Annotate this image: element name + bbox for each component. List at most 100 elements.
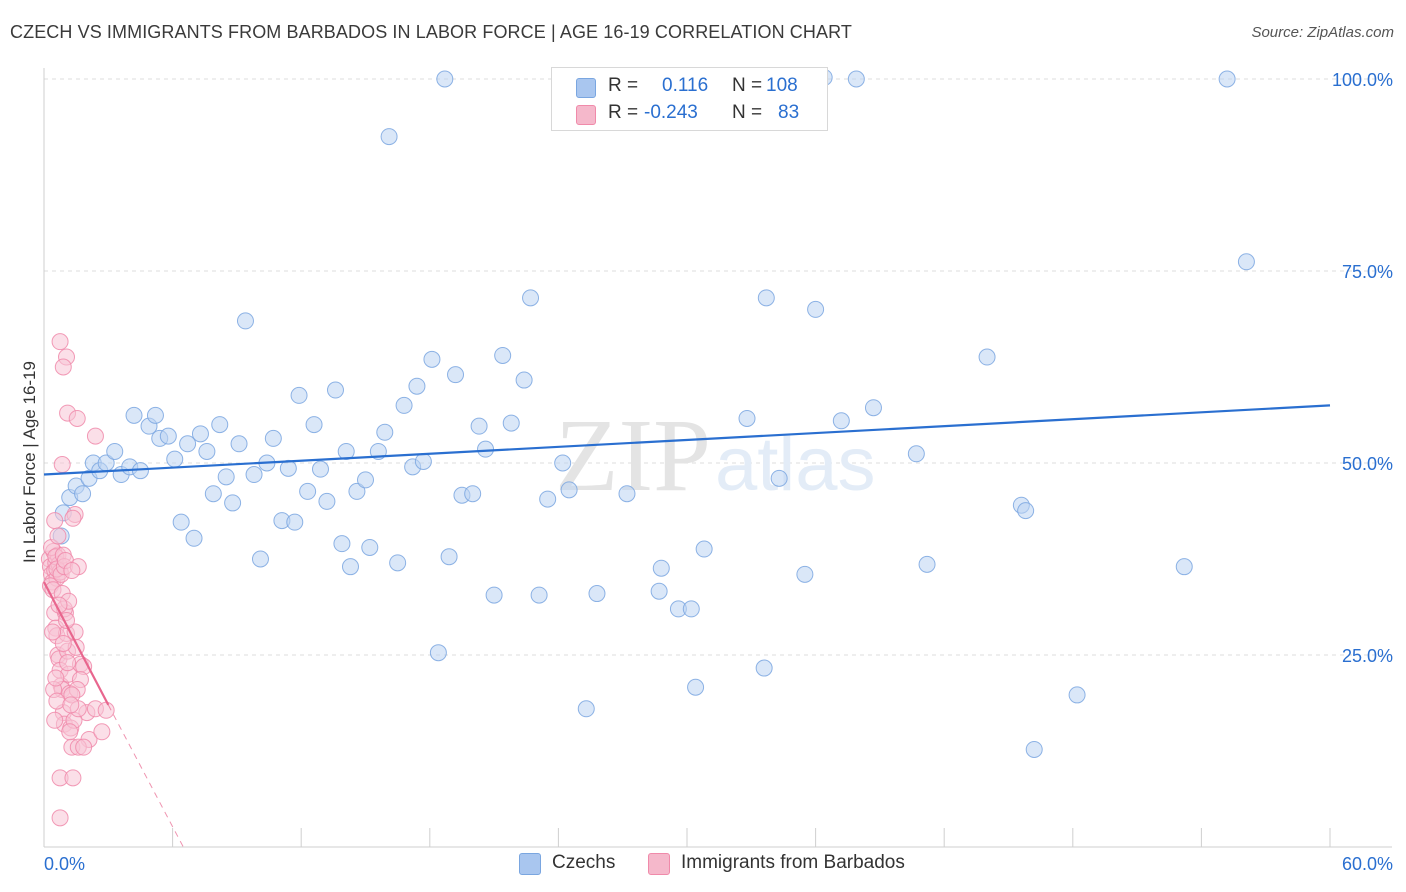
- point-czechs: [106, 442, 124, 460]
- point-czechs: [211, 416, 229, 434]
- point-czechs: [380, 128, 398, 146]
- point-czechs: [1218, 70, 1236, 88]
- point-czechs: [318, 492, 336, 510]
- point-czechs: [217, 468, 235, 486]
- point-czechs: [191, 425, 209, 443]
- point-barbados: [51, 809, 69, 827]
- point-czechs: [166, 450, 184, 468]
- point-barbados: [47, 669, 65, 687]
- point-czechs: [1017, 502, 1035, 520]
- point-czechs: [687, 678, 705, 696]
- data-points: [40, 68, 1255, 827]
- y-axis-label: In Labor Force | Age 16-19: [20, 361, 39, 563]
- x-tick-label: 0.0%: [44, 854, 85, 874]
- source-label: Source: ZipAtlas.com: [1251, 24, 1394, 41]
- point-czechs: [198, 442, 216, 460]
- point-czechs: [357, 471, 374, 489]
- chart-title: CZECH VS IMMIGRANTS FROM BARBADOS IN LAB…: [10, 22, 852, 42]
- point-czechs: [1068, 686, 1086, 704]
- point-barbados: [64, 769, 82, 787]
- point-barbados: [86, 427, 104, 445]
- point-czechs: [470, 417, 488, 435]
- point-czechs: [738, 409, 756, 427]
- point-czechs: [185, 529, 203, 547]
- point-czechs: [408, 377, 426, 395]
- point-czechs: [341, 558, 359, 576]
- point-czechs: [348, 482, 366, 500]
- point-barbados: [97, 701, 115, 719]
- point-czechs: [423, 350, 441, 368]
- y-tick-label: 100.0%: [1332, 70, 1393, 90]
- legend-swatch-czechs: [576, 78, 596, 98]
- point-czechs: [264, 429, 282, 447]
- y-tick-label: 75.0%: [1342, 262, 1393, 282]
- trend-line-barbados: [43, 581, 110, 706]
- point-czechs: [554, 454, 572, 472]
- point-czechs: [311, 460, 329, 478]
- point-czechs: [299, 482, 317, 500]
- point-czechs: [502, 414, 520, 432]
- point-czechs: [337, 442, 355, 460]
- point-czechs: [530, 586, 548, 604]
- point-czechs: [245, 466, 263, 484]
- point-czechs: [832, 412, 850, 430]
- point-barbados: [59, 654, 77, 672]
- point-czechs: [539, 490, 557, 508]
- point-czechs: [361, 538, 379, 556]
- point-barbados: [75, 738, 93, 756]
- point-czechs: [376, 423, 394, 441]
- point-czechs: [286, 513, 304, 531]
- point-czechs: [515, 371, 533, 389]
- point-barbados: [61, 723, 79, 741]
- trend-line-barbados-extension: [107, 704, 184, 848]
- legend-swatch-czechs: [519, 853, 541, 875]
- point-czechs: [447, 366, 465, 384]
- point-czechs: [652, 559, 670, 577]
- legend-r-value: -0.243: [644, 102, 698, 123]
- point-czechs: [907, 445, 925, 463]
- point-barbados: [54, 358, 72, 376]
- point-czechs: [770, 469, 788, 487]
- legend-swatch-barbados: [648, 853, 670, 875]
- point-barbados: [63, 562, 81, 580]
- point-barbados: [44, 623, 62, 641]
- point-czechs: [847, 70, 865, 88]
- point-barbados: [49, 527, 67, 545]
- point-barbados: [93, 723, 111, 741]
- point-czechs: [204, 485, 222, 503]
- y-tick-label: 25.0%: [1342, 646, 1393, 666]
- y-tick-label: 50.0%: [1342, 454, 1393, 474]
- point-czechs: [864, 399, 882, 417]
- legend-swatch-barbados: [576, 105, 596, 125]
- point-czechs: [494, 346, 512, 364]
- legend-label-barbados: Immigrants from Barbados: [681, 852, 905, 873]
- axes: [43, 68, 1392, 848]
- legend-r-value: 0.116: [662, 75, 709, 96]
- point-czechs: [326, 381, 344, 399]
- point-czechs: [230, 435, 248, 453]
- x-tick-label: 60.0%: [1342, 854, 1393, 874]
- point-czechs: [179, 435, 197, 453]
- point-czechs: [807, 300, 825, 318]
- point-czechs: [588, 585, 606, 603]
- point-czechs: [429, 644, 447, 662]
- point-barbados: [46, 711, 64, 729]
- tick-labels: 25.0% 50.0% 75.0% 100.0% 0.0% 60.0%: [44, 70, 1393, 874]
- point-czechs: [1025, 740, 1043, 758]
- point-czechs: [290, 386, 308, 404]
- point-barbados: [46, 512, 64, 530]
- point-czechs: [333, 535, 351, 553]
- point-czechs: [560, 481, 578, 499]
- point-czechs: [414, 452, 432, 470]
- watermark: ZIP atlas: [555, 398, 876, 513]
- point-barbados: [62, 696, 80, 714]
- point-czechs: [978, 348, 996, 366]
- point-czechs: [74, 485, 92, 503]
- point-barbados: [68, 409, 86, 427]
- point-czechs: [757, 289, 775, 307]
- point-czechs: [172, 513, 190, 531]
- point-barbados: [54, 634, 72, 652]
- point-czechs: [159, 427, 177, 445]
- point-czechs: [1175, 558, 1193, 576]
- legend-n-label: N =: [732, 102, 763, 123]
